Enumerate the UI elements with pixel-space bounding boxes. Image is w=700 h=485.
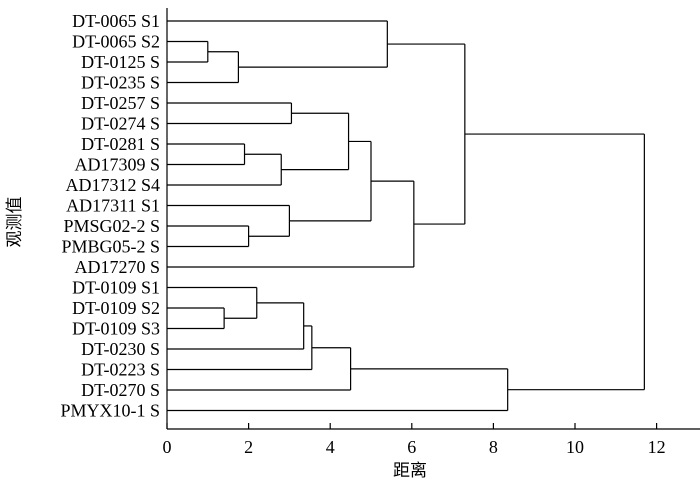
leaf-label: DT-0109 S1 bbox=[72, 278, 160, 298]
leaf-label: DT-0109 S2 bbox=[72, 298, 160, 318]
x-tick-label: 2 bbox=[244, 437, 253, 457]
leaf-label: DT-0125 S bbox=[81, 52, 160, 72]
x-tick-label: 4 bbox=[326, 437, 335, 457]
x-axis: 0 2 4 6 8 10 12 bbox=[163, 8, 700, 457]
x-tick-label: 12 bbox=[648, 437, 666, 457]
dendrogram-links bbox=[167, 20, 645, 412]
leaf-label: AD17270 S bbox=[74, 257, 160, 277]
leaf-label: DT-0257 S bbox=[81, 93, 160, 113]
leaf-label: AD17311 S1 bbox=[66, 196, 160, 216]
leaf-label: DT-0230 S bbox=[81, 339, 160, 359]
leaf-label: DT-0223 S bbox=[81, 360, 160, 380]
leaf-label: AD17309 S bbox=[74, 155, 160, 175]
leaf-label: PMSG02-2 S bbox=[63, 216, 160, 236]
leaf-label: DT-0109 S3 bbox=[72, 319, 160, 339]
x-tick-label: 0 bbox=[163, 437, 172, 457]
x-tick-label: 10 bbox=[566, 437, 584, 457]
leaf-label: PMYX10-1 S bbox=[60, 401, 160, 421]
leaf-label: DT-0274 S bbox=[81, 114, 160, 134]
leaf-label: DT-0235 S bbox=[81, 73, 160, 93]
leaf-label: AD17312 S4 bbox=[65, 175, 160, 195]
x-tick-label: 6 bbox=[407, 437, 416, 457]
leaf-label: DT-0065 S1 bbox=[72, 11, 160, 31]
leaf-label: DT-0270 S bbox=[81, 380, 160, 400]
leaf-label: DT-0065 S2 bbox=[72, 32, 160, 52]
x-tick-label: 8 bbox=[489, 437, 498, 457]
y-axis-title: 观测值 bbox=[5, 197, 25, 248]
leaf-label: PMBG05-2 S bbox=[61, 237, 160, 257]
x-axis-title: 距离 bbox=[393, 461, 427, 481]
leaf-label: DT-0281 S bbox=[81, 134, 160, 154]
